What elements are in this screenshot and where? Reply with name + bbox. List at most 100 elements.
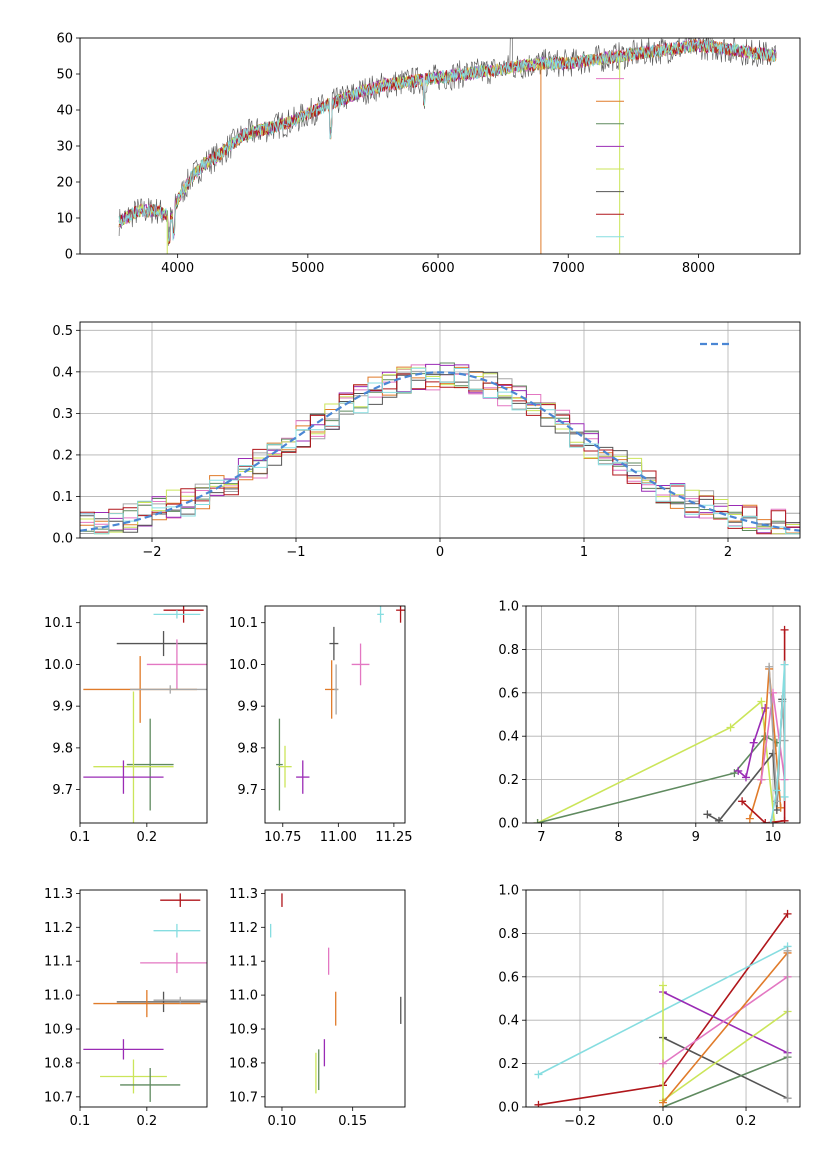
weight-marker-salpeter_stelib (780, 625, 789, 634)
y-tick-label: 0.8 (498, 643, 519, 658)
axes-frame (525, 889, 801, 1108)
x-tick-label: 0.1 (70, 830, 91, 845)
spectrum-model-salpeter_elodie (118, 38, 777, 242)
weight-marker-kroupa_elodie (659, 981, 667, 990)
weight-line-chabrier_elodie (662, 1056, 788, 1107)
axes-frame (79, 37, 801, 255)
weight-marker-kroupa_elodie (770, 819, 779, 823)
weight-marker-chabrier_miles (765, 662, 774, 671)
y-tick-label: 10.1 (44, 616, 73, 631)
y-tick-label: 0.8 (498, 927, 519, 942)
weight-line-kroupa_miles (662, 952, 789, 1104)
weight-marker-chabrier_stelib (703, 810, 712, 819)
weight-line-kroupa_miles (749, 668, 782, 819)
y-tick-label: 1.0 (498, 600, 519, 615)
y-tick-label: 0.1 (52, 490, 73, 505)
y-tick-label: 9.7 (237, 783, 258, 798)
spectrum-model-kroupa_stelib (118, 38, 777, 242)
histogram-kroupa_stelib (80, 367, 800, 535)
y-tick-label: 0.2 (498, 1057, 519, 1072)
y-tick-label: 11.1 (44, 955, 73, 970)
x-tick-label: −1 (286, 545, 305, 560)
weight-marker-salpeter_stelib (783, 909, 792, 918)
y-tick-label: 9.9 (237, 700, 258, 715)
x-tick-label: 0.1 (70, 1114, 91, 1129)
x-tick-label: 0.2 (136, 1114, 157, 1129)
x-tick-label: 10.75 (264, 830, 301, 845)
weight-line-chabrier_elodie (537, 735, 778, 823)
weight-marker-kroupa_miles (776, 803, 785, 812)
y-tick-label: 0.0 (52, 532, 73, 547)
axes-frame (79, 605, 208, 824)
weight-marker-kroupa_stelib (780, 660, 789, 669)
weight-marker-kroupa_elodie (757, 697, 766, 706)
axes-frame (525, 605, 801, 824)
y-tick-label: 30 (56, 140, 73, 155)
x-tick-label: 8000 (682, 261, 715, 276)
weight-marker-chabrier_elodie (533, 819, 542, 823)
x-tick-label: 4000 (161, 261, 194, 276)
weight-marker-salpeter_stelib (761, 819, 770, 823)
weight-marker-salpeter_elodie (761, 703, 770, 712)
axes-frame (79, 889, 208, 1108)
weight-marker-salpeter_elodie (749, 738, 758, 747)
y-tick-label: 0.4 (498, 1014, 519, 1029)
weight-line-kroupa_elodie (537, 699, 776, 823)
y-tick-label: 10.8 (229, 1056, 258, 1071)
spectrum-model-salpeter_miles (118, 39, 777, 243)
x-tick-label: 0 (436, 545, 444, 560)
weight-line-salpeter_elodie (662, 991, 788, 1054)
weight-marker-kroupa_stelib (766, 819, 775, 823)
x-tick-label: 8 (614, 830, 622, 845)
spectrum-model-chabrier_elodie (118, 39, 777, 244)
spectrum-model-kroupa_miles (118, 38, 777, 244)
y-tick-label: 10.8 (44, 1056, 73, 1071)
spectrum-model-chabrier_stelib (118, 38, 777, 246)
residuals-plot-area (80, 362, 800, 535)
y-tick-label: 60 (56, 32, 73, 47)
y-tick-label: 0.5 (52, 324, 73, 339)
spectrum-model-kroupa_elodie (118, 38, 777, 244)
x-tick-label: 9 (692, 830, 700, 845)
mass_vs_EBV-plot-area (270, 893, 402, 1094)
y-tick-label: 0.4 (52, 365, 73, 380)
y-tick-label: 11.2 (229, 921, 258, 936)
y-tick-label: 0.2 (52, 448, 73, 463)
spectrum-model-chabrier_miles (118, 38, 777, 243)
x-tick-label: 5000 (291, 261, 324, 276)
x-tick-label: 0.0 (653, 1114, 674, 1129)
weight-marker-chabrier_miles (783, 946, 792, 955)
weight-marker-kroupa_stelib (534, 1070, 543, 1079)
x-tick-label: 1 (580, 545, 588, 560)
y-tick-label: 0.6 (498, 970, 519, 985)
x-tick-label: 11.25 (375, 830, 412, 845)
weight-marker-kroupa_stelib (772, 786, 781, 795)
x-tick-label: 10 (765, 830, 782, 845)
spectrum-plot-area (118, 38, 777, 254)
weight-marker-kroupa_elodie (726, 723, 735, 732)
y-tick-label: 10.0 (229, 658, 258, 673)
weight-marker-chabrier_stelib (714, 816, 723, 823)
weight-marker-salpeter_elodie (734, 766, 743, 775)
spectrum-model-salpeter_stelib (118, 39, 777, 244)
y-tick-label: 10.1 (229, 616, 258, 631)
weight-marker-salpeter_elodie (741, 773, 750, 782)
y-tick-label: 50 (56, 68, 73, 83)
histogram-chabrier_elodie (80, 362, 800, 535)
x-tick-label: 7000 (552, 261, 585, 276)
x-tick-label: 7 (537, 830, 545, 845)
y-tick-label: 0.6 (498, 686, 519, 701)
y-tick-label: 9.7 (52, 783, 73, 798)
y-tick-label: 11.3 (229, 887, 258, 902)
mass_vs_Z-plot-area (83, 893, 207, 1102)
x-tick-label: 0.15 (338, 1114, 367, 1129)
weight-marker-salpeter_stelib (780, 816, 789, 823)
weight-marker-salpeter_miles (659, 1059, 667, 1068)
y-tick-label: 0.0 (498, 1101, 519, 1116)
weight-marker-salpeter_stelib (738, 797, 747, 806)
weight_vs_Z-plot-area (534, 909, 792, 1107)
y-tick-label: 1.0 (498, 884, 519, 899)
y-tick-label: 0.0 (498, 817, 519, 832)
x-tick-label: 0.2 (136, 830, 157, 845)
